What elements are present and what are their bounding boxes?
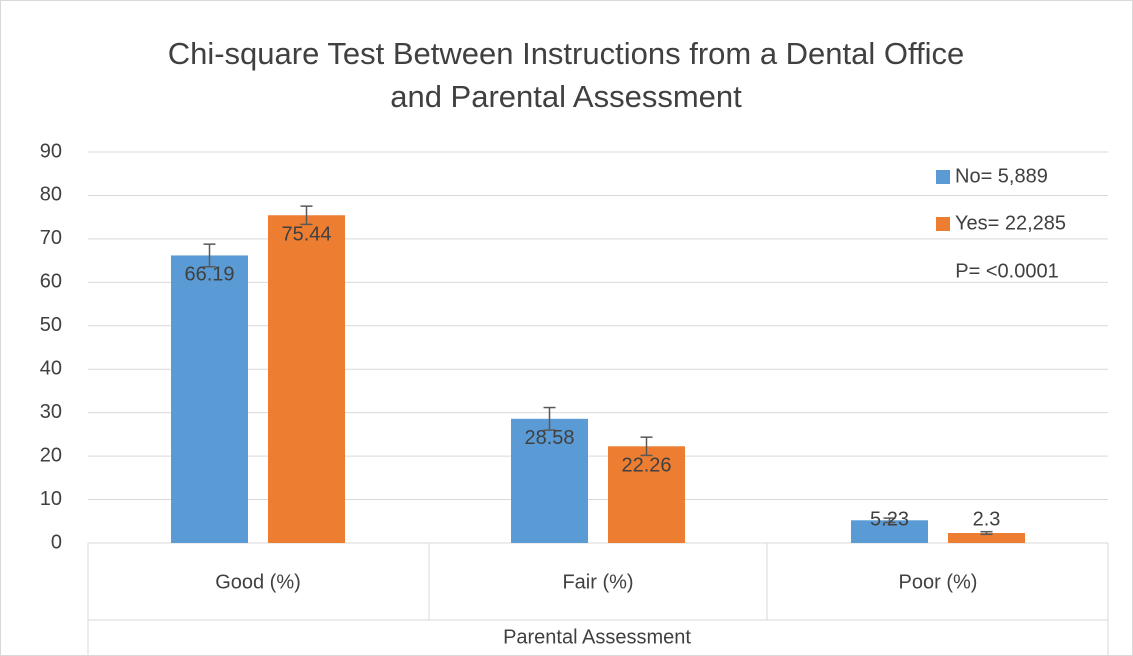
x-tick-label: Poor (%) — [899, 571, 978, 593]
legend-swatch — [936, 217, 950, 231]
y-tick-label: 0 — [51, 531, 62, 553]
y-tick-label: 10 — [40, 488, 62, 510]
legend-label: Yes= 22,285 — [955, 212, 1066, 234]
y-tick-label: 30 — [40, 401, 62, 423]
data-label: 75.44 — [281, 224, 331, 246]
x-axis-label: Parental Assessment — [503, 626, 691, 648]
bar — [851, 520, 928, 543]
data-label: 2.3 — [973, 508, 1001, 530]
legend-swatch — [936, 170, 950, 184]
x-tick-label: Fair (%) — [562, 571, 633, 593]
data-label: 5.23 — [870, 508, 909, 530]
bar — [948, 533, 1025, 543]
y-tick-label: 90 — [40, 140, 62, 162]
bar — [268, 215, 345, 543]
y-tick-label: 70 — [40, 227, 62, 249]
data-label: 28.58 — [524, 427, 574, 449]
data-label: 66.19 — [184, 264, 234, 286]
data-label: 22.26 — [621, 455, 671, 477]
legend-label: No= 5,889 — [955, 165, 1048, 187]
x-tick-label: Good (%) — [215, 571, 301, 593]
y-tick-label: 80 — [40, 184, 62, 206]
y-tick-label: 20 — [40, 444, 62, 466]
y-tick-label: 50 — [40, 314, 62, 336]
bar — [608, 446, 685, 543]
y-tick-label: 60 — [40, 271, 62, 293]
annotation: P= <0.0001 — [955, 260, 1058, 282]
chart-title: and Parental Assessment — [390, 79, 742, 114]
bar — [511, 418, 588, 543]
y-tick-label: 40 — [40, 358, 62, 380]
chart-title: Chi-square Test Between Instructions fro… — [168, 36, 965, 71]
bar — [171, 255, 248, 543]
